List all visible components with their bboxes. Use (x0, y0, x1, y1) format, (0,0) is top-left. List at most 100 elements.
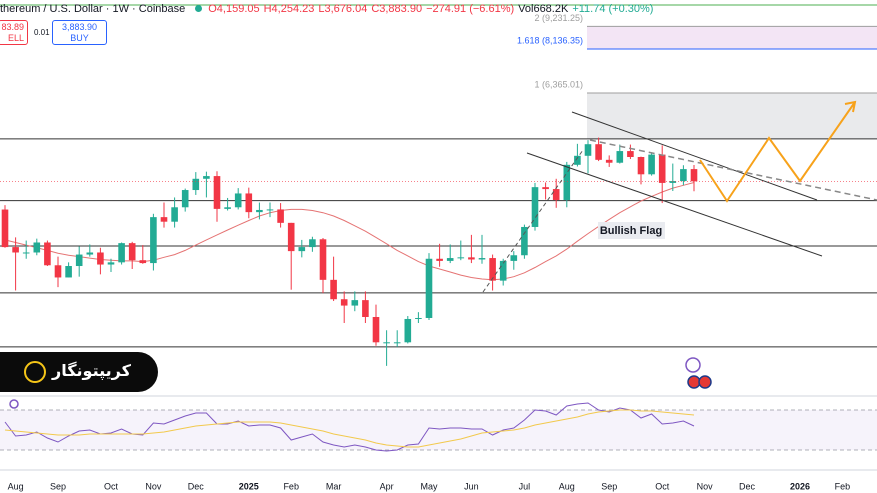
x-tick-label: Aug (559, 481, 575, 491)
brand-logo: کریپتونگار (0, 352, 158, 392)
candle-body (309, 239, 316, 248)
flag-icon[interactable] (698, 375, 712, 389)
candle-body (234, 193, 242, 208)
candle-body (499, 260, 507, 281)
x-tick-label: 2026 (790, 481, 810, 491)
candle-body (266, 209, 274, 211)
sell-button[interactable]: 83.89 ELL (0, 20, 28, 45)
candle-body (383, 342, 390, 344)
candle-body (213, 176, 221, 209)
candle-body (86, 252, 94, 255)
candle-body (574, 155, 581, 165)
candle-body (468, 257, 475, 260)
candle-body (192, 178, 200, 191)
x-tick-label: Sep (50, 481, 66, 491)
x-tick-label: Oct (104, 481, 119, 491)
candle-body (404, 318, 412, 343)
candle-body (340, 299, 348, 306)
candle-body (351, 300, 359, 306)
candle-body (12, 247, 19, 253)
candle-body (139, 260, 147, 264)
background-layer: 2 (9,231.25) 1.618 (8,136.35) 1 (6,365.01) (0, 13, 877, 451)
candle-body (298, 247, 306, 252)
high: H4,254.23 (263, 3, 315, 15)
volume: Vol668.2K (518, 3, 569, 15)
projection-arrow (844, 100, 857, 113)
candle-body (160, 217, 168, 222)
annotation-box (598, 222, 665, 239)
candle-body (118, 243, 125, 263)
candle-body (330, 279, 337, 300)
x-tick-label: Feb (835, 481, 851, 491)
x-tick-label: Sep (601, 481, 617, 491)
candle-body (627, 151, 634, 158)
candle-body (637, 157, 645, 175)
candle-body (1, 209, 9, 248)
candle-body (287, 222, 295, 252)
x-tick-label: Apr (380, 481, 394, 491)
x-tick-label: Jul (519, 481, 531, 491)
pole-line (482, 149, 584, 293)
flag-upper-line (571, 111, 818, 201)
candle-body (44, 242, 51, 266)
candle-body (150, 217, 157, 264)
event-icon[interactable] (685, 357, 701, 373)
close: C3,883.90 (371, 3, 423, 15)
sell-label: ELL (7, 33, 24, 43)
buy-button[interactable]: 3,883.90 BUY (52, 20, 107, 45)
candle-body (393, 342, 401, 344)
x-tick-label: Aug (8, 481, 24, 491)
rsi-line (4, 402, 695, 452)
candle-body (22, 252, 30, 254)
open: O4,159.05 (208, 3, 260, 15)
candle-body (224, 207, 231, 209)
projection-path (699, 101, 856, 203)
change: −274.91 (−6.61%) (426, 3, 515, 15)
header: thereum / U.S. Dollar · 1W · Coinbase O4,… (0, 3, 657, 15)
candle-body (65, 266, 72, 278)
fib-zone (587, 49, 877, 93)
x-tick-label: 2025 (239, 481, 259, 491)
x-tick-label: Dec (739, 481, 756, 491)
rsi-band-fill (0, 410, 877, 450)
flag-icon[interactable] (687, 375, 701, 389)
candle-body (680, 169, 687, 182)
candle-body (436, 258, 443, 261)
candle-body (277, 209, 284, 223)
candle-body (531, 187, 539, 227)
candle-body (128, 243, 136, 261)
x-tick-label: Nov (145, 481, 162, 491)
buy-price: 3,883.90 (61, 22, 98, 32)
candle-body (478, 258, 486, 260)
candle-body (521, 226, 528, 256)
candle-body (552, 189, 560, 200)
candle-body (181, 190, 189, 208)
status-dot (195, 5, 203, 12)
candle-body (595, 144, 602, 160)
indicator-icon[interactable] (9, 399, 19, 409)
candle-body (372, 316, 380, 343)
candle-body (690, 169, 698, 182)
candle-body (319, 239, 327, 280)
candle-body (107, 262, 115, 265)
volume-change: +11.74 (+0.30%) (572, 3, 654, 15)
candle-body (54, 265, 62, 278)
fib-label: 2 (9,231.25) (534, 13, 583, 23)
candle-body (584, 144, 592, 156)
candle-body (457, 257, 465, 259)
x-tick-label: Jun (464, 481, 479, 491)
marks-layer: Aug Sep Oct Nov Dec 2025 Feb Mar Apr May Jun Jul Aug… (0, 137, 877, 491)
buy-label: BUY (70, 33, 89, 43)
symbol: thereum / U.S. Dollar · 1W · Coinbase (0, 3, 186, 15)
x-tick-label: Dec (188, 481, 205, 491)
candle-body (563, 164, 571, 200)
x-tick-label: Nov (697, 481, 714, 491)
candle-body (446, 258, 454, 261)
brand-icon (24, 361, 46, 383)
candle-body (510, 255, 518, 261)
x-tick-label: May (420, 481, 438, 491)
candle-body (203, 176, 210, 179)
candle-body (648, 154, 655, 175)
flag-mid-line (589, 139, 877, 201)
